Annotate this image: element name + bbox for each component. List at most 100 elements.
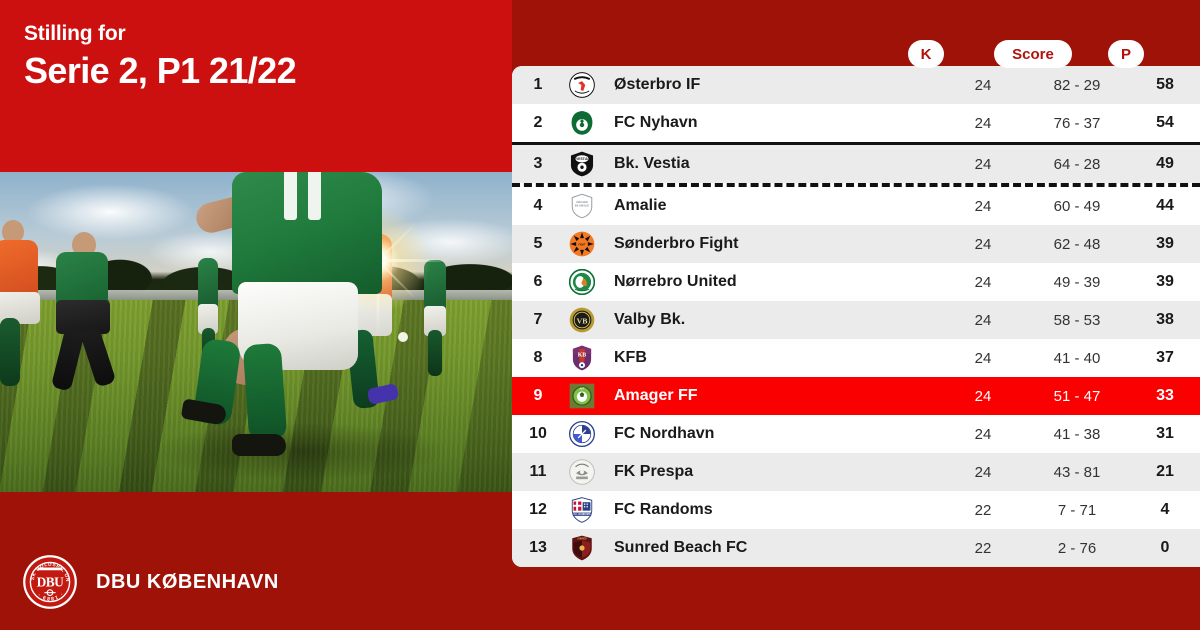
row-points: 49 bbox=[1156, 155, 1174, 172]
column-header-played: K bbox=[908, 40, 944, 68]
row-position: 2 bbox=[533, 114, 543, 131]
row-score: 49 - 39 bbox=[1053, 273, 1101, 291]
distant-player-a-shorts bbox=[198, 304, 218, 334]
row-points: 0 bbox=[1160, 539, 1170, 556]
row-points: 39 bbox=[1156, 273, 1174, 290]
club-crest-icon: FIGHT bbox=[564, 231, 600, 257]
row-played: 24 bbox=[974, 311, 992, 329]
svg-text:· 1889 ·: · 1889 · bbox=[36, 591, 63, 601]
table-row[interactable]: 3 VESTIA Bk. Vestia 24 64 - 28 49 bbox=[512, 145, 1200, 183]
club-crest-icon: SUNRED bbox=[564, 535, 600, 561]
club-crest-icon: AMAGER BK AMALIE bbox=[564, 193, 600, 219]
row-team-name: Sønderbro Fight bbox=[614, 235, 739, 252]
title-kicker: Stilling for bbox=[24, 22, 126, 45]
row-position: 1 bbox=[533, 76, 543, 93]
row-score: 64 - 28 bbox=[1053, 155, 1101, 173]
main-player-jersey bbox=[232, 172, 382, 294]
row-score: 51 - 47 bbox=[1053, 387, 1101, 405]
row-team-name: KFB bbox=[614, 349, 647, 366]
row-points: 21 bbox=[1156, 463, 1174, 480]
row-points: 54 bbox=[1156, 114, 1174, 131]
page-title: Serie 2, P1 21/22 bbox=[24, 50, 297, 91]
row-team-name: Bk. Vestia bbox=[614, 155, 690, 172]
row-position: 6 bbox=[533, 273, 543, 290]
row-position: 9 bbox=[533, 387, 543, 404]
row-team-name: FC Randoms bbox=[614, 501, 713, 518]
table-row[interactable]: 4 AMAGER BK AMALIE Amalie 24 60 - 49 44 bbox=[512, 187, 1200, 225]
row-position: 11 bbox=[529, 463, 547, 480]
row-position: 10 bbox=[529, 425, 547, 442]
table-row[interactable]: 10 FC Nordhavn 24 41 - 38 31 bbox=[512, 415, 1200, 453]
table-row[interactable]: 11 FK Prespa 24 43 - 81 21 bbox=[512, 453, 1200, 491]
title-band: Stilling for Serie 2, P1 21/22 bbox=[0, 0, 512, 172]
svg-text:VB: VB bbox=[577, 316, 588, 325]
row-team-name: Amalie bbox=[614, 197, 667, 214]
club-crest-icon: VESTIA bbox=[564, 151, 600, 177]
row-team-name: Valby Bk. bbox=[614, 311, 686, 328]
row-score: 62 - 48 bbox=[1053, 235, 1101, 253]
table-row[interactable]: 6 Nørrebro United 24 49 - 39 39 bbox=[512, 263, 1200, 301]
row-score: 58 - 53 bbox=[1053, 311, 1101, 329]
table-row[interactable]: 1 Østerbro IF 24 82 - 29 58 bbox=[512, 66, 1200, 104]
club-crest-icon bbox=[564, 72, 600, 98]
club-crest-icon: F.C. RANDOMS bbox=[564, 497, 600, 523]
row-played: 24 bbox=[974, 114, 992, 132]
svg-text:AFF: AFF bbox=[579, 387, 584, 391]
row-position: 12 bbox=[529, 501, 547, 518]
row-team-name: Østerbro IF bbox=[614, 76, 701, 93]
row-position: 4 bbox=[533, 197, 543, 214]
row-points: 4 bbox=[1160, 501, 1170, 518]
svg-text:VESTIA: VESTIA bbox=[576, 157, 588, 161]
qualification-separator-dashed bbox=[512, 183, 1200, 187]
table-row[interactable]: 7 VB Valby Bk. 24 58 - 53 38 bbox=[512, 301, 1200, 339]
table-row[interactable]: 12 F.C. RANDOMS FC Randoms 22 7 - 71 4 bbox=[512, 491, 1200, 529]
row-position: 7 bbox=[533, 311, 543, 328]
midfield-player-shorts bbox=[56, 300, 110, 334]
background-player-head bbox=[2, 220, 24, 244]
table-row[interactable]: 9 AFF Amager FF 24 51 - 47 33 bbox=[512, 377, 1200, 415]
club-crest-icon: VB bbox=[564, 307, 600, 333]
row-played: 22 bbox=[974, 501, 992, 519]
table-row[interactable]: 5 FIGHT Sønderbro Fight 24 62 - 48 39 bbox=[512, 225, 1200, 263]
row-score: 76 - 37 bbox=[1053, 114, 1101, 132]
table-row[interactable]: 13 SUNRED Sunred Beach FC 22 2 - 76 0 bbox=[512, 529, 1200, 567]
club-crest-icon: KB bbox=[564, 345, 600, 371]
svg-text:BK AMALIE: BK AMALIE bbox=[575, 204, 589, 208]
row-points: 31 bbox=[1156, 425, 1174, 442]
row-points: 33 bbox=[1156, 387, 1174, 404]
row-score: 2 - 76 bbox=[1057, 539, 1097, 557]
row-played: 24 bbox=[974, 235, 992, 253]
row-score: 41 - 38 bbox=[1053, 425, 1101, 443]
column-header-score: Score bbox=[994, 40, 1072, 68]
row-points: 38 bbox=[1156, 311, 1174, 328]
row-team-name: Amager FF bbox=[614, 387, 698, 404]
column-header-points: P bbox=[1108, 40, 1144, 68]
row-played: 24 bbox=[974, 387, 992, 405]
row-played: 24 bbox=[974, 155, 992, 173]
club-crest-icon bbox=[564, 421, 600, 447]
club-crest-icon bbox=[564, 110, 600, 136]
row-team-name: Sunred Beach FC bbox=[614, 539, 748, 556]
row-position: 8 bbox=[533, 349, 543, 366]
row-points: 58 bbox=[1156, 76, 1174, 93]
table-row[interactable]: 2 FC Nyhavn 24 76 - 37 54 bbox=[512, 104, 1200, 142]
svg-text:SUNRED: SUNRED bbox=[577, 539, 587, 541]
svg-text:KB: KB bbox=[578, 353, 587, 359]
main-player-boot-right bbox=[232, 434, 286, 456]
row-team-name: FC Nordhavn bbox=[614, 425, 715, 442]
distant-player-a-torso bbox=[198, 258, 218, 316]
row-points: 39 bbox=[1156, 235, 1174, 252]
svg-text:AMAGER: AMAGER bbox=[576, 200, 588, 204]
club-crest-icon: AFF bbox=[564, 383, 600, 409]
svg-text:FIGHT: FIGHT bbox=[579, 244, 587, 246]
row-score: 41 - 40 bbox=[1053, 349, 1101, 367]
table-row[interactable]: 8 KB KFB 24 41 - 40 37 bbox=[512, 339, 1200, 377]
svg-text:DBU: DBU bbox=[37, 574, 65, 589]
row-score: 7 - 71 bbox=[1057, 501, 1097, 519]
row-team-name: Nørrebro United bbox=[614, 273, 737, 290]
brand-name: DBU KØBENHAVN bbox=[96, 570, 279, 593]
row-played: 24 bbox=[974, 349, 992, 367]
distant-ball bbox=[398, 332, 408, 342]
club-crest-icon bbox=[564, 269, 600, 295]
